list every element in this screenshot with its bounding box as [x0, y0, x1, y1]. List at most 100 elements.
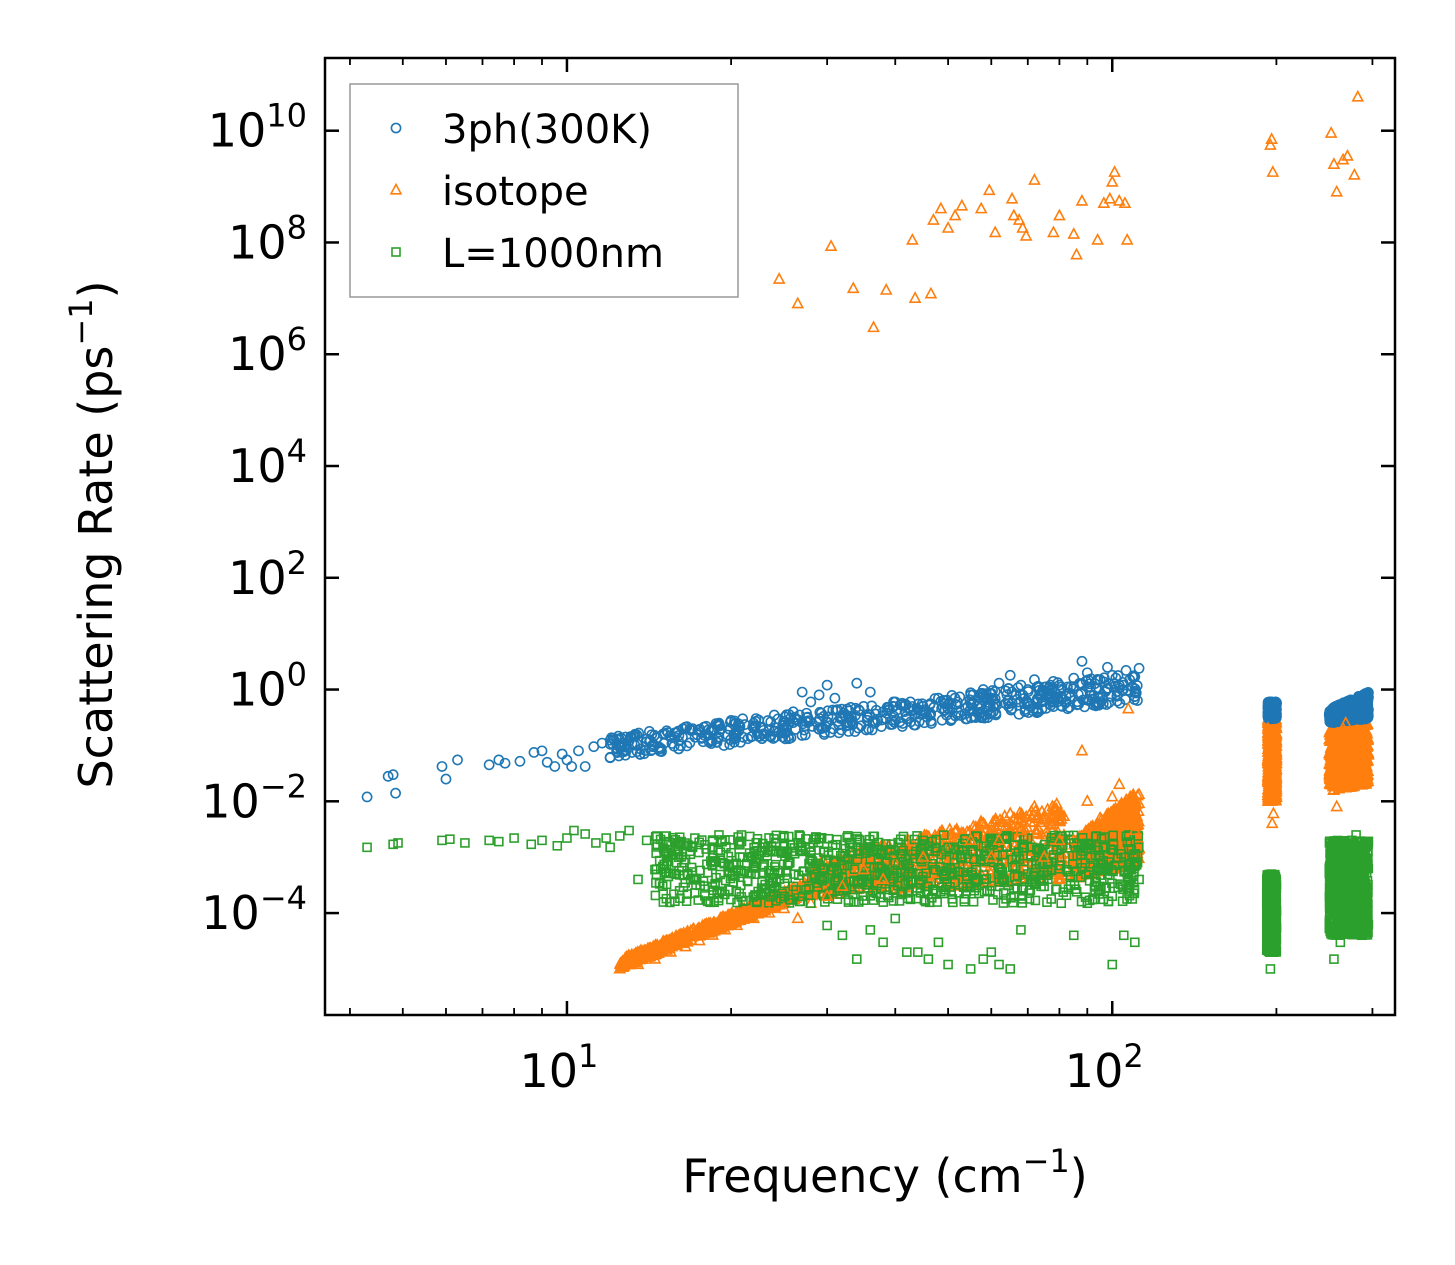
isotope-point: [625, 947, 639, 960]
isotope-point: [1024, 814, 1037, 827]
boundary-point: [1040, 839, 1050, 850]
boundary-point: [752, 833, 763, 844]
boundary-point: [972, 831, 982, 842]
boundary-point: [661, 848, 672, 859]
isotope-point: [1354, 718, 1368, 731]
boundary-point: [1100, 883, 1110, 893]
boundary-point: [942, 877, 952, 887]
boundary-point: [993, 859, 1003, 870]
boundary-point: [978, 870, 989, 880]
boundary-point: [738, 896, 748, 907]
boundary-point: [982, 885, 993, 896]
isotope-point: [1333, 758, 1347, 770]
boundary-point: [1033, 845, 1043, 856]
isotope-point: [1352, 734, 1366, 746]
isotope-point: [1115, 796, 1128, 809]
boundary-point: [832, 834, 842, 845]
boundary-point: [843, 897, 854, 907]
isotope-point: [1359, 769, 1373, 782]
boundary-point: [939, 870, 950, 881]
isotope-point: [1323, 734, 1337, 746]
boundary-point: [900, 878, 910, 889]
boundary-point: [875, 892, 886, 903]
boundary-point: [1119, 867, 1129, 877]
boundary-point: [1121, 831, 1132, 842]
isotope-point: [1345, 774, 1359, 787]
boundary-point: [833, 882, 843, 893]
boundary-point: [785, 857, 795, 868]
isotope-point: [1100, 807, 1114, 820]
boundary-point: [802, 873, 812, 883]
boundary-point: [1130, 858, 1140, 868]
boundary-point: [702, 896, 713, 907]
boundary-point: [832, 872, 843, 883]
boundary-point: [905, 894, 916, 905]
isotope-point: [726, 906, 739, 919]
boundary-point: [957, 845, 968, 856]
boundary-point: [973, 841, 984, 851]
boundary-point: [736, 868, 747, 879]
isotope-point: [1349, 770, 1363, 783]
boundary-point: [971, 882, 982, 893]
boundary-point: [756, 845, 767, 856]
boundary-point: [759, 884, 770, 894]
boundary-point: [1103, 857, 1114, 867]
boundary-point: [708, 885, 719, 896]
boundary-point: [1010, 861, 1020, 871]
boundary-point: [799, 866, 809, 877]
boundary-point: [804, 883, 814, 894]
boundary-point: [913, 868, 924, 879]
boundary-point: [814, 833, 825, 844]
isotope-point: [652, 941, 666, 953]
isotope-point: [1354, 725, 1367, 737]
isotope-point: [620, 954, 634, 966]
boundary-point: [795, 831, 805, 841]
isotope-point: [1132, 814, 1145, 827]
boundary-point: [724, 860, 734, 871]
boundary-point: [830, 857, 841, 867]
boundary-point: [707, 836, 718, 847]
boundary-point: [705, 897, 716, 908]
boundary-point: [1132, 851, 1143, 861]
boundary-point: [867, 885, 878, 896]
boundary-point: [979, 850, 989, 860]
isotope-point: [1269, 772, 1282, 785]
boundary-point: [819, 873, 830, 884]
isotope-point: [1338, 773, 1352, 786]
isotope-point: [1266, 774, 1279, 787]
boundary-point: [806, 854, 816, 865]
boundary-point: [1105, 844, 1116, 854]
boundary-point: [905, 877, 916, 887]
boundary-point: [774, 874, 785, 884]
boundary-point: [1083, 838, 1094, 849]
boundary-point: [681, 896, 692, 906]
isotope-point: [1340, 731, 1354, 744]
isotope-point: [1017, 855, 1031, 868]
boundary-point: [895, 849, 906, 859]
boundary-point: [1115, 879, 1126, 889]
isotope-point: [950, 822, 964, 835]
boundary-point: [1122, 894, 1132, 904]
boundary-point: [849, 897, 859, 907]
boundary-point: [1056, 898, 1067, 909]
boundary-point: [1042, 897, 1052, 907]
boundary-point: [852, 831, 862, 842]
isotope-point: [1356, 744, 1370, 757]
boundary-point: [945, 882, 955, 892]
boundary-point: [1017, 898, 1028, 908]
isotope-point: [1337, 729, 1351, 742]
isotope-point: [1264, 763, 1278, 776]
isotope-point: [641, 950, 655, 962]
isotope-point: [1262, 784, 1276, 797]
isotope-point: [989, 811, 1002, 824]
boundary-point: [1007, 862, 1018, 873]
boundary-point: [753, 886, 763, 897]
isotope-point: [1360, 764, 1374, 777]
boundary-point: [1108, 830, 1118, 841]
boundary-point: [768, 890, 778, 900]
boundary-point: [962, 871, 973, 881]
boundary-point: [815, 860, 825, 871]
boundary-point: [962, 861, 973, 872]
isotope-point: [677, 926, 690, 939]
